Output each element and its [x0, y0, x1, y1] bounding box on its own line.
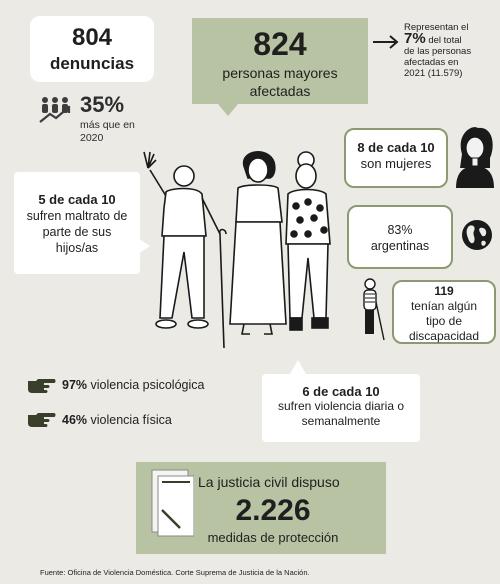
source-footnote: Fuente: Oficina de Violencia Doméstica. …: [40, 568, 310, 577]
discapacidad-line-1: 119: [434, 284, 454, 298]
pointing-hand-icon: [28, 379, 56, 393]
denuncias-label: denuncias: [49, 54, 135, 73]
fisica-pct: 46%: [62, 413, 88, 427]
maltrato-line-2: sufren maltrato de: [26, 209, 128, 223]
blind-person-icon: [363, 278, 385, 341]
mujeres-card: 8 de cada 10 son mujeres: [344, 128, 448, 188]
aumento-label: más que en 2020: [80, 119, 160, 145]
justicia-label: medidas de protección: [207, 530, 339, 545]
justicia-number: 2.226: [235, 494, 311, 527]
globe-icon: [462, 220, 492, 250]
diaria-line-3: semanalmente: [301, 414, 381, 428]
maltrato-line-3: parte de sus: [42, 225, 112, 239]
elderly-woman-dress-figure: [229, 151, 287, 335]
fisica-text: 46% violencia física: [62, 413, 172, 427]
fisica-label: violencia física: [90, 413, 172, 427]
mayores-number: 824: [253, 26, 307, 62]
woman-portrait-icon: [456, 127, 494, 188]
aumento-label-2: 2020: [80, 132, 104, 144]
mayores-label-2: afectadas: [249, 83, 311, 99]
maltrato-callout-tail: [138, 238, 150, 254]
discapacidad-line-2: tenían algún: [410, 299, 478, 313]
denuncias-number: 804: [71, 24, 113, 51]
mayores-callout-tail: [218, 104, 238, 116]
justicia-title: La justicia civil dispuso: [198, 474, 340, 490]
pointing-hand-icon: [28, 413, 56, 427]
argentinas-card: 83% argentinas: [347, 205, 453, 269]
mayores-label-1: personas mayores: [222, 65, 338, 81]
psicologica-label: violencia psicológica: [90, 378, 205, 392]
diaria-line-2: sufren violencia diaria o: [277, 399, 405, 413]
maltrato-card: 5 de cada 10 sufren maltrato de parte de…: [14, 172, 140, 274]
diaria-line-1: 6 de cada 10: [302, 384, 380, 399]
representan-pct-suffix: del total: [428, 35, 462, 46]
mujeres-line-1: 8 de cada 10: [357, 140, 435, 155]
mayores-card: 824 personas mayores afectadas: [192, 18, 368, 104]
maltrato-line-1: 5 de cada 10: [38, 192, 116, 207]
diaria-callout-tail: [290, 360, 306, 374]
representan-line-2: de las personas: [404, 46, 472, 57]
discapacidad-line-3: tipo de: [425, 314, 463, 328]
representan-line-4: 2021 (11.579): [404, 68, 463, 79]
discapacidad-card: 119 tenían algún tipo de discapacidad: [392, 280, 496, 344]
representan-line-3: afectadas en: [404, 57, 459, 68]
aumento-pct: 35%: [80, 92, 125, 117]
mujeres-line-2: son mujeres: [360, 156, 432, 171]
representan-pct: 7%: [404, 30, 426, 47]
representan-line-1: Representan el: [404, 22, 469, 33]
discapacidad-line-4: discapacidad: [408, 329, 480, 343]
denuncias-card: 804 denuncias: [30, 16, 154, 82]
maltrato-line-4: hijos/as: [55, 241, 99, 255]
arrow-right-icon: [373, 35, 399, 49]
elderly-people-illustration: [143, 151, 331, 349]
diaria-card: 6 de cada 10 sufren violencia diaria o s…: [262, 374, 420, 442]
argentinas-line-1: 83%: [387, 223, 413, 237]
aumento-label-1: más que en: [80, 119, 135, 131]
people-growth-icon: [39, 97, 71, 123]
document-pen-icon: [151, 469, 194, 537]
argentinas-line-2: argentinas: [370, 239, 430, 253]
elderly-man-figure: [143, 151, 227, 349]
representan-text: Representan el 7% del total de las perso…: [404, 22, 498, 79]
elderly-woman-polka-figure: [285, 151, 331, 331]
psicologica-pct: 97%: [62, 378, 88, 392]
psicologica-text: 97% violencia psicológica: [62, 378, 204, 392]
